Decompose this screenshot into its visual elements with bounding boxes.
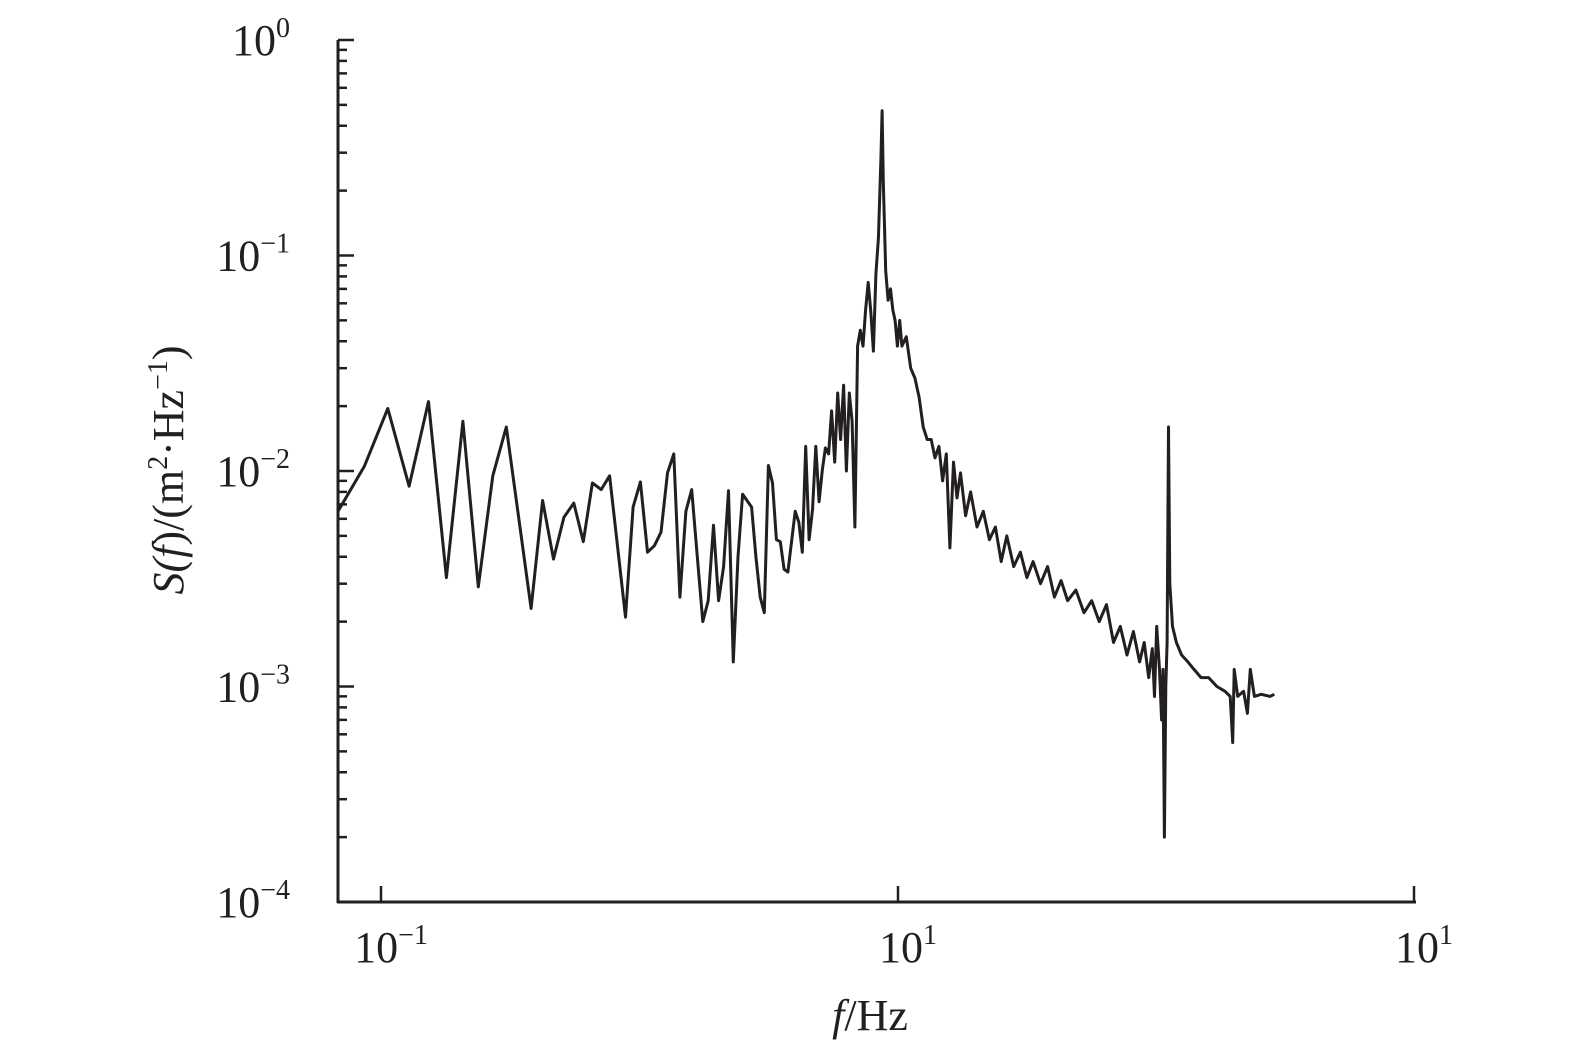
x-axis-title: f/Hz — [832, 991, 908, 1040]
psd-series-line — [336, 109, 1275, 839]
y-tick-label: 10−4 — [216, 875, 290, 927]
x-axis-ticks — [379, 886, 1416, 902]
x-tick-label: 10−1 — [354, 920, 428, 972]
y-axis-title: S(f)/(m2·Hz−1) — [143, 345, 193, 594]
y-axis-ticks — [338, 38, 354, 904]
x-tick-label: 101 — [879, 920, 937, 972]
chart-axes — [336, 40, 1416, 904]
y-tick-label: 10−3 — [216, 660, 290, 712]
y-tick-label: 10−2 — [216, 444, 290, 496]
x-axis-tick-labels: 10−1 101 101 — [354, 920, 1453, 972]
y-tick-label: 100 — [232, 13, 290, 65]
x-tick-label: 101 — [1395, 920, 1453, 972]
y-tick-label: 10−1 — [216, 229, 290, 281]
y-axis-tick-labels: 100 10−1 10−2 10−3 10−4 — [216, 13, 290, 927]
